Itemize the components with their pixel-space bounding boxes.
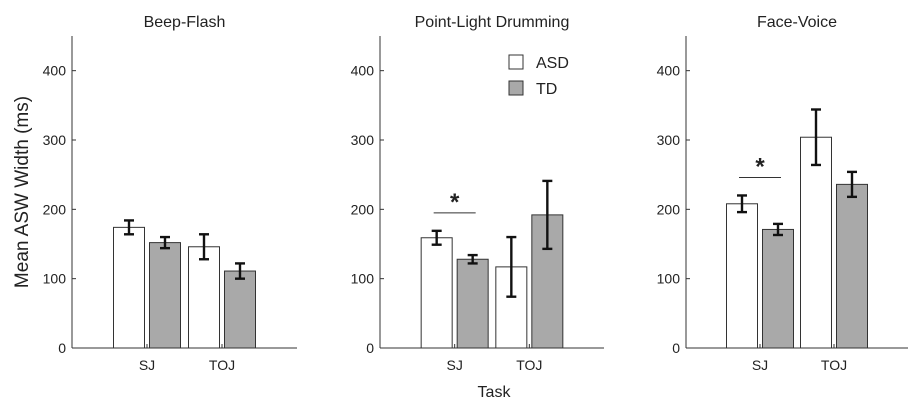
bar-asd xyxy=(188,246,220,349)
panel-title: Beep-Flash xyxy=(144,14,226,31)
y-tick-label: 0 xyxy=(366,340,374,356)
y-tick-label: 400 xyxy=(657,63,681,79)
bar-asd xyxy=(420,237,453,349)
panel-title: Point-Light Drumming xyxy=(415,14,570,31)
y-tick-label: 200 xyxy=(351,201,375,217)
y-tick-label: 300 xyxy=(351,132,375,148)
bar-td xyxy=(762,228,794,349)
chart-panel-3: Face-Voice 0 100 200 300 400 SJ * TOJ xyxy=(657,14,908,373)
y-tick-label: 0 xyxy=(58,340,66,356)
y-tick-label: 400 xyxy=(43,63,67,79)
bar-asd xyxy=(800,136,832,349)
y-tick-label: 300 xyxy=(43,132,67,148)
y-tick-label: 200 xyxy=(657,201,681,217)
legend-swatch-td xyxy=(508,80,524,96)
x-tick-label: SJ xyxy=(752,357,768,373)
legend: ASD TD xyxy=(508,54,569,98)
x-axis-label: Task xyxy=(478,384,512,401)
x-tick-label: TOJ xyxy=(209,357,235,373)
x-tick-label: SJ xyxy=(139,357,155,373)
panel-title: Face-Voice xyxy=(757,14,837,31)
bar-td xyxy=(149,242,181,349)
bar-td xyxy=(836,183,868,349)
y-tick-label: 0 xyxy=(672,340,680,356)
bar-td xyxy=(456,258,489,349)
bar-asd xyxy=(113,226,145,349)
y-tick-label: 200 xyxy=(43,201,67,217)
x-tick-label: TOJ xyxy=(516,357,542,373)
chart-panel-2: Point-Light Drumming 0 100 200 300 400 SJ * TOJ xyxy=(351,14,604,373)
y-tick-label: 100 xyxy=(43,271,67,287)
chart-panel-1: Beep-Flash 0 100 200 300 400 SJ TOJ xyxy=(43,14,297,373)
y-tick-label: 300 xyxy=(657,132,681,148)
significance-star: * xyxy=(755,153,765,180)
significance-star: * xyxy=(450,189,460,216)
y-tick-label: 400 xyxy=(351,63,375,79)
legend-swatch-asd xyxy=(508,54,524,70)
legend-label-asd: ASD xyxy=(536,55,569,72)
x-tick-label: TOJ xyxy=(821,357,847,373)
bar-td xyxy=(224,270,256,349)
x-tick-label: SJ xyxy=(446,357,462,373)
y-tick-label: 100 xyxy=(351,271,375,287)
y-tick-label: 100 xyxy=(657,271,681,287)
y-axis-label: Mean ASW Width (ms) xyxy=(12,96,33,288)
legend-label-td: TD xyxy=(536,81,557,98)
bar-asd xyxy=(726,203,758,349)
